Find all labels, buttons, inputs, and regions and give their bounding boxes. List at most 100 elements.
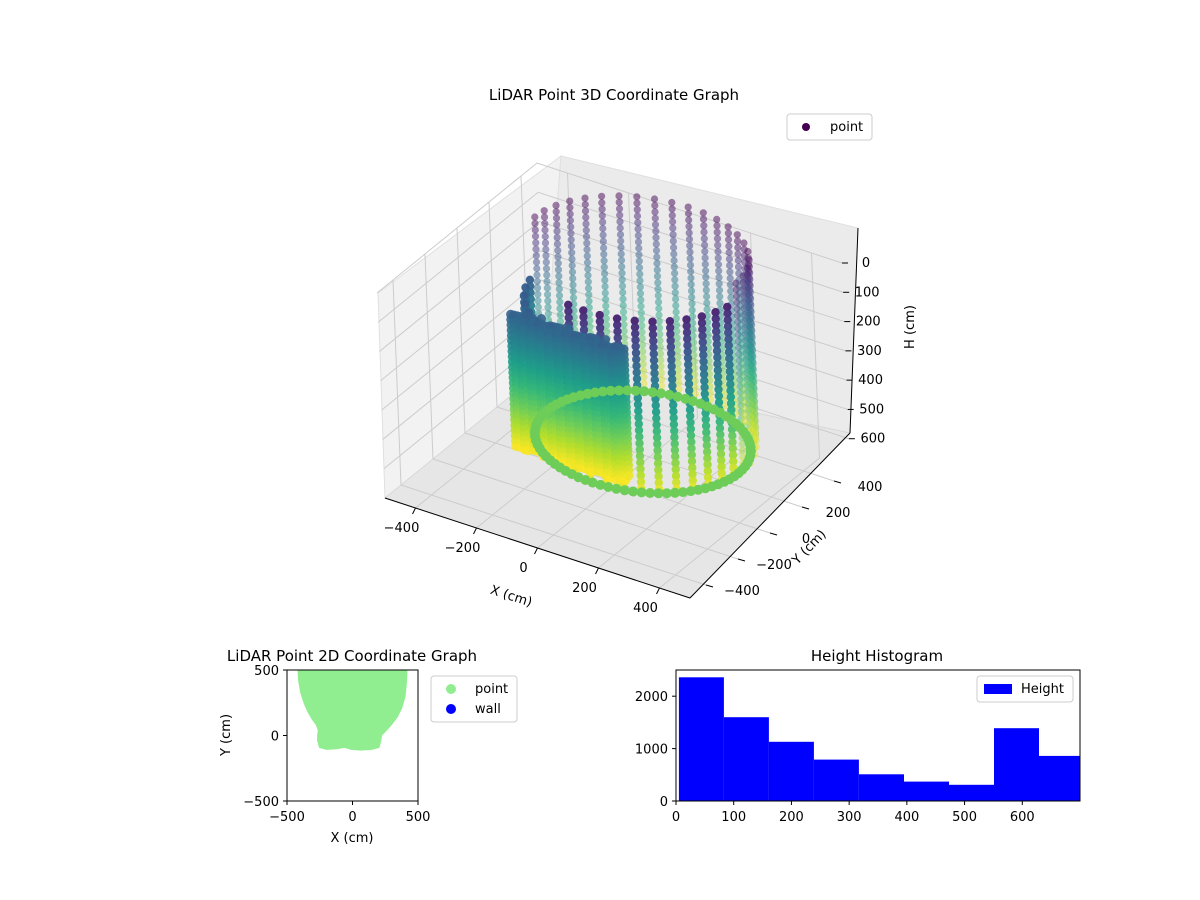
point-3d	[649, 336, 658, 346]
point-3d	[671, 289, 679, 297]
point-3d	[601, 282, 609, 291]
point-3d	[648, 317, 657, 326]
legend-2d-point-label: point	[475, 682, 508, 697]
x-tick-3d	[473, 527, 477, 535]
point-3d	[675, 379, 683, 387]
point-3d	[729, 471, 740, 482]
y-tick-label-hist: 0	[660, 795, 668, 810]
x-tick-label-hist: 600	[1010, 810, 1035, 825]
point-3d	[631, 348, 641, 358]
point-3d	[735, 289, 744, 297]
point-3d	[544, 297, 552, 305]
point-3d	[619, 485, 630, 496]
point-3d	[556, 317, 565, 325]
point-3d	[541, 239, 550, 247]
point-3d	[635, 257, 643, 265]
point-3d	[656, 337, 664, 345]
point-3d	[533, 284, 542, 292]
point-3d	[636, 464, 645, 474]
grid-line-y	[456, 227, 771, 534]
point-3d	[703, 292, 711, 301]
point-3d	[544, 303, 552, 311]
point-3d	[684, 366, 693, 376]
point-3d	[637, 302, 645, 310]
point-3d	[733, 237, 742, 245]
point-3d	[585, 297, 593, 305]
point-3d	[741, 271, 749, 279]
point-3d	[634, 231, 642, 240]
point-3d	[638, 334, 646, 343]
point-3d	[533, 277, 541, 285]
y-tick-3d	[801, 506, 810, 510]
point-3d	[669, 407, 678, 416]
point-3d	[668, 381, 677, 390]
legend-2d-wall-label: wall	[475, 702, 501, 717]
point-3d	[630, 323, 640, 332]
histogram-bar	[768, 741, 814, 801]
point-3d	[671, 452, 680, 461]
point-3d	[670, 244, 678, 252]
point-3d	[736, 314, 745, 322]
point-3d	[595, 317, 605, 326]
z-tick-label-3d: 300	[857, 344, 882, 359]
point-3d	[740, 252, 749, 260]
point-3d	[648, 330, 658, 339]
point-3d	[668, 211, 676, 219]
point-3d	[532, 245, 540, 253]
point-3d	[553, 240, 562, 248]
point-3d	[700, 383, 709, 392]
point-3d	[543, 278, 551, 286]
point-3d	[670, 439, 679, 448]
point-3d	[624, 471, 634, 481]
point-3d	[564, 313, 573, 322]
point-3d	[636, 471, 645, 480]
point-3d	[669, 237, 677, 245]
point-3d	[669, 420, 679, 429]
point-3d	[584, 278, 592, 286]
point-3d	[699, 215, 708, 223]
point-3d	[599, 218, 607, 226]
point-3d	[726, 281, 735, 289]
point-3d	[724, 347, 734, 357]
point-3d	[555, 272, 563, 280]
point-3d	[532, 258, 541, 266]
point-3d	[666, 329, 675, 339]
histogram-bar	[994, 728, 1039, 801]
point-3d	[655, 317, 663, 325]
point-3d	[620, 327, 628, 335]
point-3d	[674, 359, 682, 368]
point-3d	[726, 399, 736, 408]
point-3d	[634, 413, 643, 422]
point-3d	[724, 334, 733, 344]
point-3d	[739, 372, 747, 380]
grid-line-z	[376, 162, 843, 294]
point-3d	[601, 289, 609, 297]
point-3d	[726, 386, 735, 395]
point-3d	[652, 227, 660, 235]
point-3d	[655, 304, 663, 313]
point-3d	[734, 256, 742, 265]
point-3d	[703, 299, 711, 307]
point-3d	[685, 486, 696, 497]
point-3d	[702, 267, 710, 275]
point-3d	[569, 287, 577, 295]
point-3d	[672, 295, 680, 303]
point-3d	[649, 343, 658, 352]
point-3d	[672, 308, 680, 316]
point-3d	[733, 231, 741, 239]
point-3d	[674, 353, 682, 361]
point-3d	[653, 446, 662, 455]
histogram-bar	[949, 784, 994, 801]
point-3d	[683, 353, 693, 363]
point-3d	[635, 439, 644, 448]
point-3d	[747, 413, 755, 421]
point-3d	[650, 362, 659, 371]
point-3d	[714, 385, 723, 394]
point-3d	[729, 457, 738, 466]
point-3d	[639, 354, 647, 362]
point-3d	[687, 280, 695, 288]
point-3d	[542, 252, 550, 260]
point-3d	[637, 309, 645, 317]
x-tick-label-hist: 200	[779, 810, 804, 825]
point-3d	[669, 413, 678, 423]
